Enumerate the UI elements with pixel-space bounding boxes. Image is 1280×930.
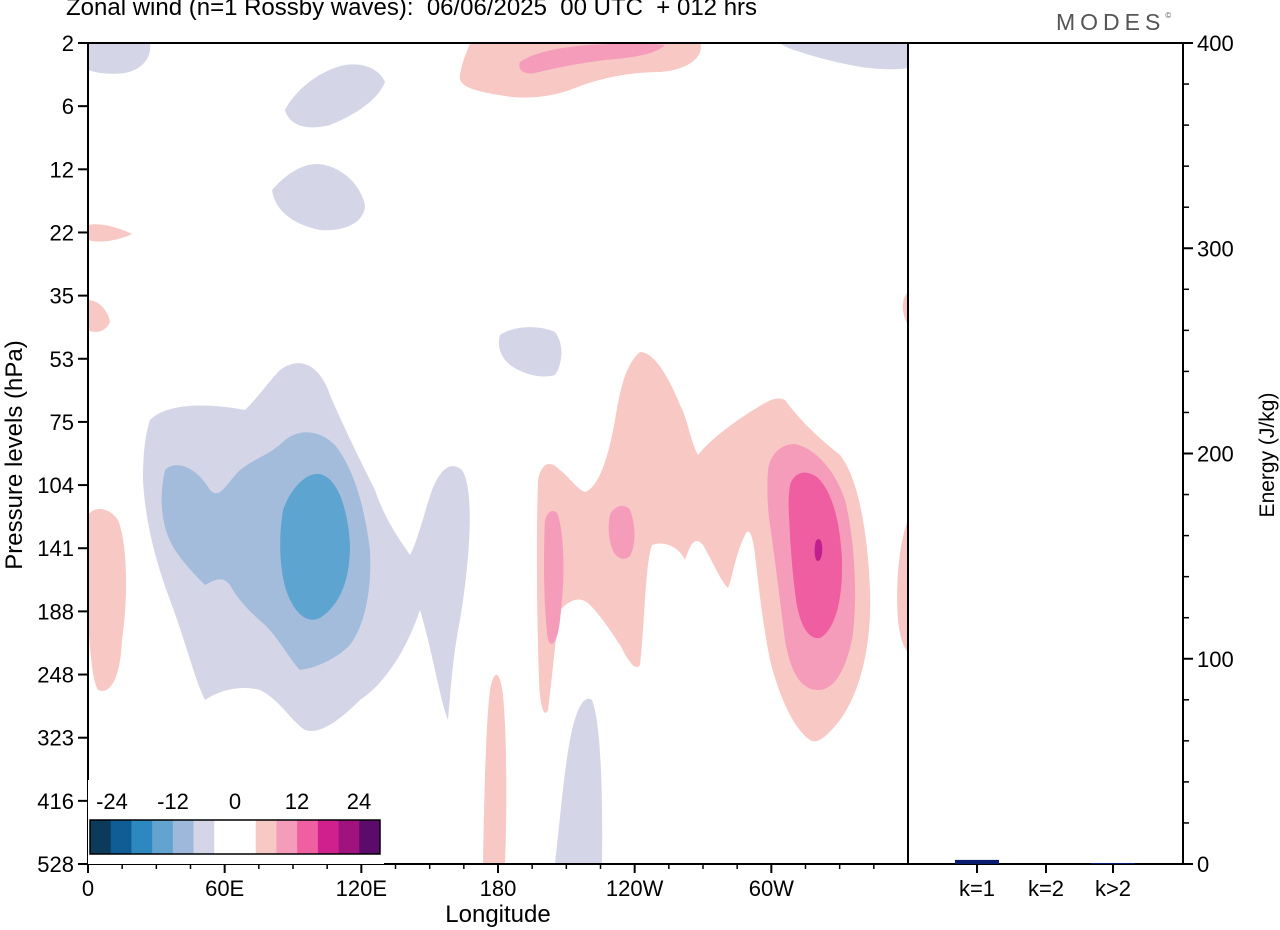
colorbar-swatch bbox=[90, 820, 112, 854]
energy-axis-ticks: 0 100 200 300 400 bbox=[1183, 31, 1234, 877]
x-tick-label: 120E bbox=[336, 876, 387, 901]
y-tick-label: 141 bbox=[37, 536, 74, 561]
y-tick-label: 53 bbox=[50, 347, 74, 372]
contour-neg-weak bbox=[498, 327, 562, 377]
contour-pos-peak bbox=[814, 539, 823, 561]
x-tick-label: 120W bbox=[606, 876, 664, 901]
x-axis-label: Longitude bbox=[445, 901, 550, 928]
brand-mark: © bbox=[1165, 11, 1172, 20]
contour-pos-weak bbox=[88, 300, 110, 332]
energy-bars bbox=[955, 859, 1135, 864]
x-tick-label: 0 bbox=[82, 876, 94, 901]
colorbar-label: -12 bbox=[157, 789, 189, 814]
colorbar-swatch bbox=[214, 820, 236, 854]
y-tick-label: 6 bbox=[62, 94, 74, 119]
contour-pos-weak bbox=[902, 292, 908, 325]
pressure-axis: 2 6 12 22 35 53 75 104 141 188 248 323 416 528 bbox=[37, 31, 88, 877]
contour-pos-mid bbox=[608, 505, 635, 559]
energy-bar bbox=[955, 859, 999, 864]
y-tick-label: 528 bbox=[37, 852, 74, 877]
chart-title: Zonal wind (n=1 Rossby waves): 06/06/202… bbox=[66, 0, 758, 21]
contour-pos-weak bbox=[897, 520, 908, 652]
y-tick-label: 188 bbox=[37, 599, 74, 624]
k-tick-label: k=1 bbox=[959, 876, 995, 901]
y-tick-label: 22 bbox=[50, 220, 74, 245]
colorbar-swatch bbox=[359, 820, 381, 854]
contour-pos-weak bbox=[88, 508, 127, 691]
colorbar-swatch bbox=[255, 820, 277, 854]
y-tick-label: 12 bbox=[50, 157, 74, 182]
energy-tick-label: 400 bbox=[1197, 31, 1234, 56]
colorbar-frame bbox=[89, 819, 381, 855]
colorbar-swatch bbox=[317, 820, 339, 854]
colorbar-swatch bbox=[235, 820, 257, 854]
energy-axis-label: Energy (J/kg) bbox=[1256, 393, 1279, 518]
k-tick-label: k>2 bbox=[1095, 876, 1131, 901]
y-tick-label: 248 bbox=[37, 663, 74, 688]
contour-pos-weak bbox=[483, 674, 507, 864]
colorbar-label: 0 bbox=[229, 789, 241, 814]
contour-field bbox=[88, 43, 908, 864]
contour-pos-weak bbox=[88, 224, 132, 242]
brand-text: MODES bbox=[1056, 9, 1166, 35]
contour-neg-weak bbox=[272, 164, 365, 231]
colorbar-swatch bbox=[297, 820, 319, 854]
colorbar-swatch bbox=[276, 820, 298, 854]
contour-pos-mid bbox=[519, 43, 665, 74]
y-tick-label: 75 bbox=[50, 410, 74, 435]
energy-bar bbox=[1091, 862, 1135, 864]
colorbar-label: 24 bbox=[347, 789, 371, 814]
longitude-axis: 0 60E 120E 180 120W 60W bbox=[82, 864, 875, 901]
x-tick-label: 60E bbox=[205, 876, 244, 901]
colorbar-label: -24 bbox=[96, 789, 128, 814]
colorbar-swatch bbox=[131, 820, 153, 854]
y-tick-label: 35 bbox=[50, 284, 74, 309]
contour-pos-mid bbox=[544, 510, 564, 644]
wavenumber-axis: k=1 k=2 k>2 bbox=[959, 864, 1131, 901]
energy-tick-label: 0 bbox=[1197, 852, 1209, 877]
x-tick-label: 180 bbox=[480, 876, 517, 901]
x-tick-label: 60W bbox=[749, 876, 794, 901]
colorbar-swatch bbox=[172, 820, 194, 854]
contour-neg-weak bbox=[780, 43, 908, 70]
contour-neg-weak bbox=[88, 43, 151, 74]
colorbar-swatch bbox=[338, 820, 360, 854]
contour-neg-weak bbox=[555, 698, 603, 864]
contour-neg-weak bbox=[285, 64, 385, 128]
colorbar-swatch bbox=[152, 820, 174, 854]
y-axis-label: Pressure levels (hPa) bbox=[1, 340, 28, 569]
brand-logo: MODES© bbox=[1056, 9, 1171, 36]
contour-neg-strong bbox=[280, 473, 350, 620]
k-tick-label: k=2 bbox=[1028, 876, 1064, 901]
y-tick-label: 323 bbox=[37, 726, 74, 751]
colorbar-swatch bbox=[193, 820, 215, 854]
colorbar-label: 12 bbox=[285, 789, 309, 814]
y-tick-label: 416 bbox=[37, 789, 74, 814]
energy-tick-label: 100 bbox=[1197, 647, 1234, 672]
contour-pos-weak bbox=[459, 43, 701, 98]
y-tick-label: 2 bbox=[62, 31, 74, 56]
energy-tick-label: 300 bbox=[1197, 236, 1234, 261]
colorbar-legend: -24 -12 0 12 24 bbox=[88, 780, 384, 864]
y-tick-label: 104 bbox=[37, 473, 74, 498]
energy-tick-label: 200 bbox=[1197, 442, 1234, 467]
colorbar-swatch bbox=[110, 820, 132, 854]
